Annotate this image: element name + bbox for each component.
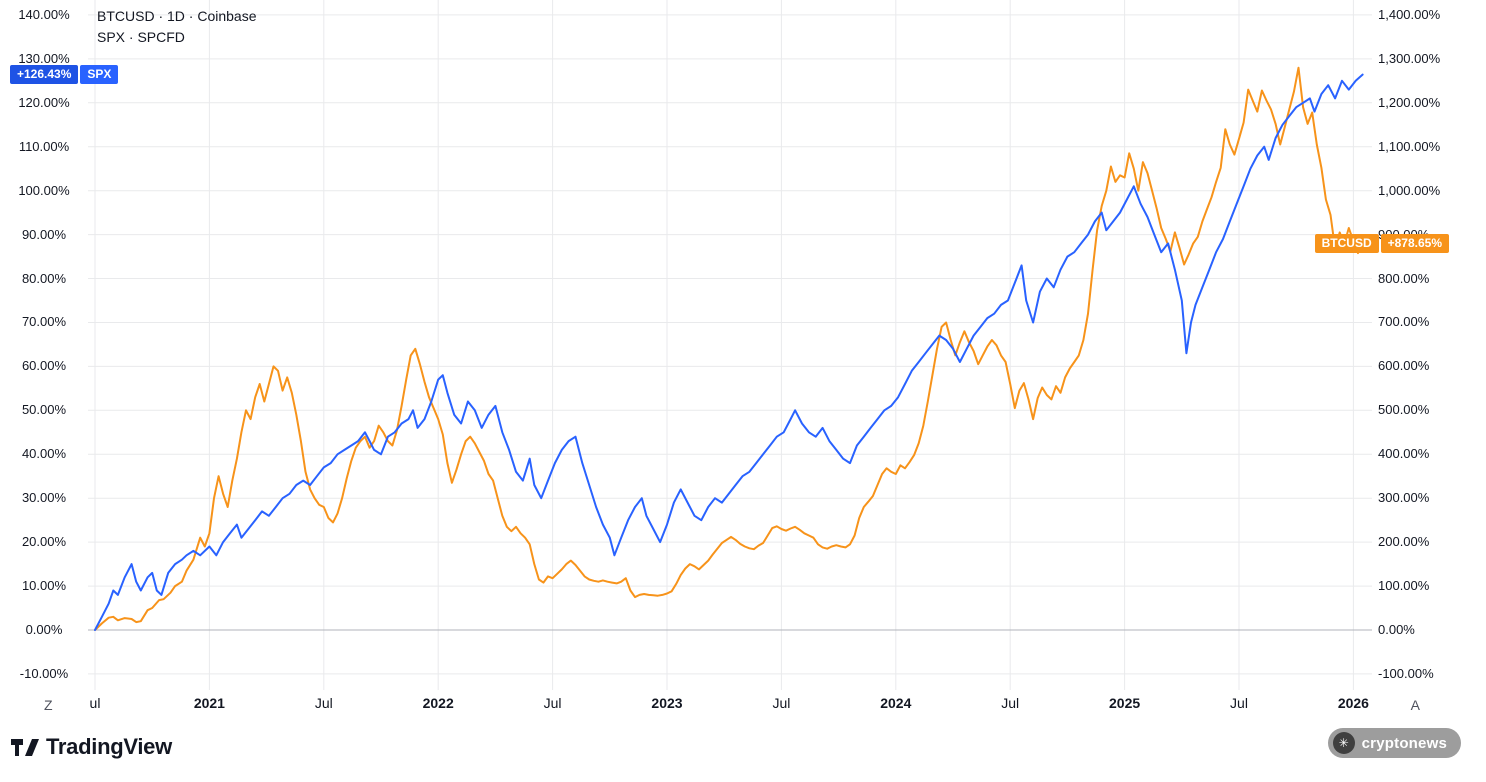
- series-line-SPX: [94, 73, 1364, 631]
- gridlines: [88, 0, 1372, 690]
- right-axis-tick-label: -100.00%: [1378, 665, 1434, 681]
- legend-compare-symbol[interactable]: SPX · SPCFD: [97, 29, 185, 45]
- left-axis-tick-label: 50.00%: [21, 402, 67, 418]
- right-axis-tick-label: 200.00%: [1378, 534, 1430, 550]
- cryptonews-watermark: ✳ cryptonews: [1327, 728, 1461, 758]
- time-axis-tick-label: Jul: [543, 695, 562, 711]
- time-axis-tick-label: Jul: [1230, 695, 1248, 711]
- left-axis-tick-label: 40.00%: [21, 446, 67, 462]
- left-axis-tick-label: 80.00%: [21, 270, 67, 286]
- symbol-legend: BTCUSD · 1D · Coinbase SPX · SPCFD: [97, 6, 257, 48]
- time-axis-tick-label: 2024: [880, 695, 912, 711]
- right-axis-tick-label: 1,000.00%: [1378, 182, 1441, 198]
- right-axis-tick-label: 500.00%: [1378, 402, 1430, 418]
- btcusd-price-badge: BTCUSD +878.65%: [1314, 233, 1449, 253]
- right-axis-tick-label: 700.00%: [1378, 314, 1430, 330]
- right-axis-tick-label: 600.00%: [1378, 358, 1430, 374]
- legend-main-symbol[interactable]: BTCUSD · 1D · Coinbase: [97, 8, 257, 24]
- left-axis-tick-label: -10.00%: [19, 665, 69, 681]
- time-axis-tick-label: Jul: [772, 695, 791, 711]
- cryptonews-icon: ✳: [1332, 732, 1355, 754]
- chart-plot-area[interactable]: [0, 0, 1486, 722]
- cryptonews-label: cryptonews: [1361, 734, 1447, 752]
- left-axis-tick-label: 120.00%: [18, 94, 70, 110]
- time-axis-tick-label: 2026: [1337, 695, 1369, 711]
- left-price-axis[interactable]: 140.00% 130.00% 120.00% 110.00% 100.00% 90.00…: [0, 0, 88, 722]
- time-axis-tick-label: 2025: [1109, 695, 1141, 711]
- series-line-BTCUSD: [94, 66, 1364, 631]
- tradingview-logo-icon: [10, 734, 40, 760]
- left-axis-tick-label: 140.00%: [18, 6, 70, 22]
- footer-bar: TradingView ✳ cryptonews: [0, 722, 1486, 782]
- left-axis-tick-label: 110.00%: [18, 138, 70, 154]
- time-axis-tick-label: 2023: [651, 695, 683, 711]
- left-axis-tick-label: 100.00%: [18, 182, 70, 198]
- btc-badge-symbol: BTCUSD: [1314, 233, 1379, 253]
- right-axis-tick-label: 400.00%: [1378, 446, 1430, 462]
- left-axis-tick-label: 30.00%: [21, 490, 67, 506]
- right-axis-tick-label: 800.00%: [1378, 270, 1430, 286]
- left-axis-tick-label: 10.00%: [21, 578, 67, 594]
- right-axis-tick-label: 300.00%: [1378, 490, 1430, 506]
- left-axis-tick-label: 20.00%: [21, 534, 67, 550]
- right-price-axis[interactable]: 1,400.00% 1,300.00% 1,200.00% 1,100.00% 1,00…: [1378, 0, 1486, 722]
- right-axis-tick-label: 1,100.00%: [1378, 138, 1441, 154]
- left-axis-tick-label: 130.00%: [18, 50, 70, 66]
- spx-badge-value: +126.43%: [10, 64, 79, 84]
- right-axis-tick-label: 100.00%: [1378, 578, 1430, 594]
- right-axis-tick-label: 1,400.00%: [1378, 6, 1441, 22]
- right-axis-tick-label: 1,200.00%: [1378, 94, 1441, 110]
- bottom-right-clipped-label: A: [1410, 697, 1420, 713]
- left-axis-tick-label: 90.00%: [21, 226, 67, 242]
- time-axis-tick-label: Jul: [314, 695, 333, 711]
- time-axis[interactable]: ul 2021 Jul 2022 Jul 2023 Jul 2024 Jul 2025 Jul 202…: [0, 695, 1486, 715]
- spx-price-badge: +126.43% SPX: [10, 64, 119, 84]
- right-axis-tick-label: 1,300.00%: [1378, 50, 1441, 66]
- left-axis-tick-label: 0.00%: [25, 622, 63, 637]
- time-axis-tick-label: Jul: [1001, 695, 1020, 711]
- btc-badge-value: +878.65%: [1380, 233, 1449, 253]
- tradingview-wordmark: TradingView: [46, 734, 172, 759]
- spx-badge-symbol: SPX: [80, 64, 119, 84]
- right-axis-tick-label: 0.00%: [1378, 622, 1415, 637]
- bottom-left-clipped-label: Z: [44, 697, 53, 713]
- time-axis-tick-label: ul: [89, 695, 101, 711]
- tradingview-logo[interactable]: TradingView: [10, 734, 172, 760]
- time-axis-tick-label: 2022: [422, 695, 454, 711]
- left-axis-tick-label: 60.00%: [21, 358, 67, 374]
- time-axis-tick-label: 2021: [193, 695, 225, 711]
- left-axis-tick-label: 70.00%: [21, 314, 67, 330]
